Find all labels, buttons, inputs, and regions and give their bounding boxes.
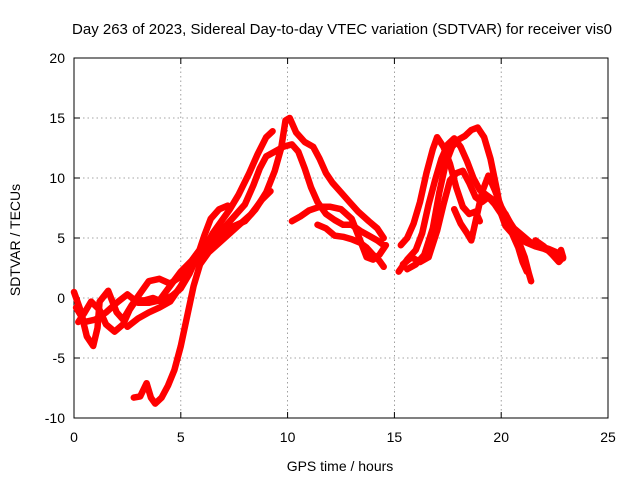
x-axis-label: GPS time / hours [287, 458, 394, 474]
series-track-13 [532, 237, 567, 266]
x-tick-label: 5 [177, 429, 185, 445]
y-tick-label: 5 [57, 230, 65, 246]
y-tick-label: 0 [57, 290, 65, 306]
y-tick-label: 20 [49, 50, 65, 66]
y-axis-label: SDTVAR / TECUs [7, 184, 23, 296]
series-track-10 [403, 124, 531, 275]
y-tick-label: -10 [45, 410, 65, 426]
y-tick-label: 10 [49, 170, 65, 186]
data-series [70, 114, 567, 407]
x-tick-label: 0 [70, 429, 78, 445]
x-tick-label: 15 [387, 429, 403, 445]
series-track-3 [72, 141, 387, 326]
series-track-1 [70, 127, 276, 350]
x-tick-label: 25 [600, 429, 616, 445]
y-tick-label: -5 [53, 350, 66, 366]
chart-title: Day 263 of 2023, Sidereal Day-to-day VTE… [72, 21, 612, 38]
series-track-8 [397, 133, 484, 249]
y-tick-label: 15 [49, 110, 65, 126]
axis-ticks: 0 5 10 15 20 25 -10 -5 0 5 10 15 20 [45, 50, 616, 445]
series-track-5 [124, 114, 387, 331]
x-tick-label: 10 [280, 429, 296, 445]
series-track-7 [314, 221, 387, 271]
x-tick-label: 20 [493, 429, 509, 445]
